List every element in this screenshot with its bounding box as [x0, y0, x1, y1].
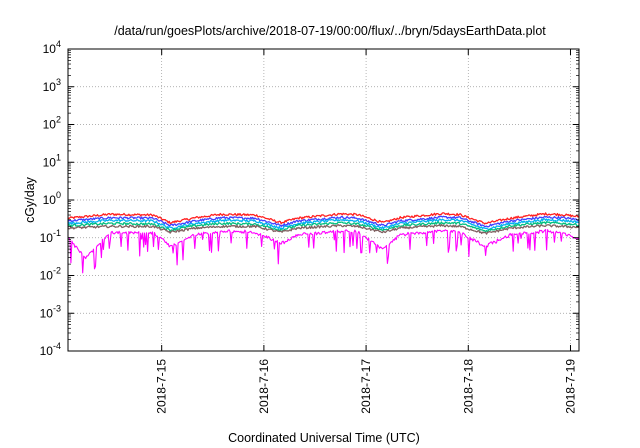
y-tick-exponent: -1 [53, 228, 61, 238]
y-tick-label: 10-4 [40, 341, 61, 358]
y-tick-base: 10 [43, 80, 57, 94]
series-group [67, 212, 580, 274]
y-tick-exponent: 2 [56, 115, 61, 125]
series-line [67, 212, 580, 225]
y-tick-label: 10-3 [40, 303, 61, 320]
series-line [67, 223, 580, 235]
y-tick-exponent: 4 [56, 39, 61, 49]
y-tick-label: 101 [43, 152, 61, 169]
y-tick-base: 10 [40, 344, 54, 358]
y-tick-exponent: 0 [56, 190, 61, 200]
y-tick-label: 10-2 [40, 266, 61, 283]
series-line [67, 228, 580, 274]
x-axis-label: Coordinated Universal Time (UTC) [228, 431, 420, 445]
x-tick-label: 2018-7-18 [461, 359, 475, 414]
x-tick-label: 2018-7-19 [563, 359, 577, 414]
y-tick-base: 10 [40, 231, 54, 245]
y-tick-exponent: 3 [56, 77, 61, 87]
y-tick-base: 10 [40, 269, 54, 283]
y-tick-base: 10 [43, 118, 57, 132]
x-tick-label: 2018-7-17 [359, 359, 373, 414]
y-tick-label: 100 [43, 190, 61, 207]
x-tick-label: 2018-7-16 [257, 359, 271, 414]
y-tick-label: 10-1 [40, 228, 61, 245]
grid [68, 49, 579, 351]
x-tick-label: 2018-7-15 [155, 359, 169, 414]
y-tick-exponent: -4 [53, 341, 61, 351]
x-axis: 2018-7-15 2018-7-16 2018-7-17 2018-7-18 2018… [155, 49, 577, 414]
y-tick-exponent: -2 [53, 266, 61, 276]
y-tick-exponent: 1 [56, 152, 61, 162]
y-tick-label: 104 [43, 39, 61, 56]
y-tick-label: 102 [43, 115, 61, 132]
y-tick-base: 10 [43, 193, 57, 207]
y-tick-exponent: -3 [53, 303, 61, 313]
y-tick-base: 10 [40, 306, 54, 320]
y-tick-base: 10 [43, 42, 57, 56]
series-line [67, 221, 580, 233]
series-line [67, 215, 580, 228]
series-line [67, 218, 580, 231]
y-axis-label: cGy/day [23, 176, 37, 223]
y-tick-base: 10 [43, 155, 57, 169]
y-tick-label: 103 [43, 77, 61, 94]
chart-title: /data/run/goesPlots/archive/2018-07-19/0… [114, 24, 546, 38]
